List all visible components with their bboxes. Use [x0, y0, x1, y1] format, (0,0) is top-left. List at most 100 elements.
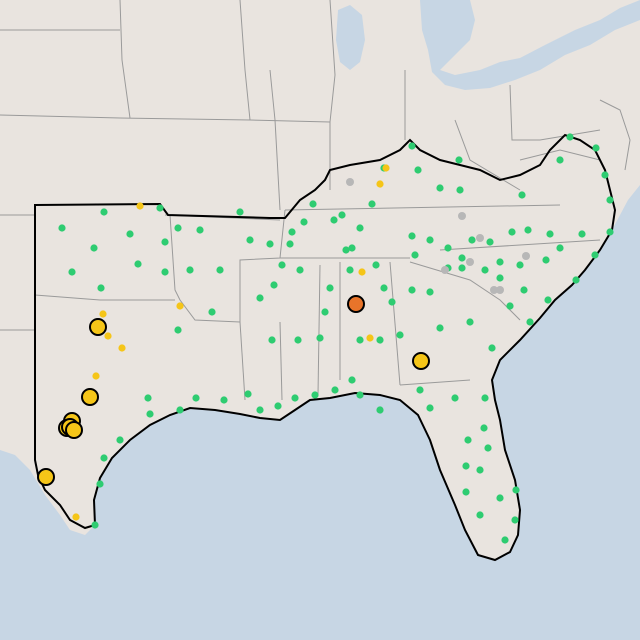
yellow-marker[interactable]: [72, 513, 80, 521]
green-marker[interactable]: [542, 256, 550, 264]
green-marker[interactable]: [90, 244, 98, 252]
green-marker[interactable]: [244, 390, 252, 398]
green-marker[interactable]: [476, 466, 484, 474]
green-marker[interactable]: [348, 244, 356, 252]
green-marker[interactable]: [186, 266, 194, 274]
green-marker[interactable]: [216, 266, 224, 274]
green-marker[interactable]: [236, 208, 244, 216]
green-marker[interactable]: [176, 406, 184, 414]
green-marker[interactable]: [146, 410, 154, 418]
green-marker[interactable]: [462, 488, 470, 496]
green-marker[interactable]: [518, 191, 526, 199]
green-marker[interactable]: [288, 228, 296, 236]
green-marker[interactable]: [508, 228, 516, 236]
yellow-large-marker[interactable]: [412, 352, 430, 370]
yellow-large-marker[interactable]: [81, 388, 99, 406]
green-marker[interactable]: [348, 376, 356, 384]
green-marker[interactable]: [161, 268, 169, 276]
green-marker[interactable]: [268, 336, 276, 344]
yellow-large-marker[interactable]: [89, 318, 107, 336]
gray-marker[interactable]: [490, 286, 498, 294]
yellow-marker[interactable]: [176, 302, 184, 310]
green-marker[interactable]: [286, 240, 294, 248]
green-marker[interactable]: [296, 266, 304, 274]
green-marker[interactable]: [526, 318, 534, 326]
green-marker[interactable]: [100, 454, 108, 462]
yellow-marker[interactable]: [376, 180, 384, 188]
yellow-marker[interactable]: [382, 164, 390, 172]
green-marker[interactable]: [156, 204, 164, 212]
green-marker[interactable]: [372, 261, 380, 269]
green-marker[interactable]: [511, 516, 519, 524]
green-marker[interactable]: [270, 281, 278, 289]
yellow-large-marker[interactable]: [37, 468, 55, 486]
green-marker[interactable]: [192, 394, 200, 402]
green-marker[interactable]: [278, 261, 286, 269]
gray-marker[interactable]: [476, 234, 484, 242]
green-marker[interactable]: [356, 391, 364, 399]
green-marker[interactable]: [544, 296, 552, 304]
green-marker[interactable]: [356, 224, 364, 232]
green-marker[interactable]: [416, 386, 424, 394]
green-marker[interactable]: [512, 486, 520, 494]
green-marker[interactable]: [486, 238, 494, 246]
green-marker[interactable]: [556, 244, 564, 252]
gray-marker[interactable]: [458, 212, 466, 220]
green-marker[interactable]: [426, 404, 434, 412]
green-marker[interactable]: [346, 266, 354, 274]
green-marker[interactable]: [331, 386, 339, 394]
green-marker[interactable]: [100, 208, 108, 216]
green-marker[interactable]: [316, 334, 324, 342]
green-marker[interactable]: [516, 261, 524, 269]
green-marker[interactable]: [566, 133, 574, 141]
yellow-large-marker[interactable]: [65, 421, 83, 439]
green-marker[interactable]: [311, 391, 319, 399]
green-marker[interactable]: [488, 344, 496, 352]
gray-marker[interactable]: [466, 258, 474, 266]
green-marker[interactable]: [606, 228, 614, 236]
green-marker[interactable]: [408, 232, 416, 240]
green-marker[interactable]: [97, 284, 105, 292]
green-marker[interactable]: [476, 511, 484, 519]
green-marker[interactable]: [300, 218, 308, 226]
green-marker[interactable]: [174, 224, 182, 232]
green-marker[interactable]: [208, 308, 216, 316]
yellow-marker[interactable]: [366, 334, 374, 342]
green-marker[interactable]: [464, 436, 472, 444]
green-marker[interactable]: [326, 284, 334, 292]
green-marker[interactable]: [496, 258, 504, 266]
green-marker[interactable]: [426, 236, 434, 244]
green-marker[interactable]: [451, 394, 459, 402]
green-marker[interactable]: [196, 226, 204, 234]
green-marker[interactable]: [368, 200, 376, 208]
green-marker[interactable]: [591, 251, 599, 259]
yellow-marker[interactable]: [358, 268, 366, 276]
green-marker[interactable]: [411, 251, 419, 259]
gray-marker[interactable]: [346, 178, 354, 186]
green-marker[interactable]: [256, 406, 264, 414]
green-marker[interactable]: [91, 521, 99, 529]
green-marker[interactable]: [380, 284, 388, 292]
green-marker[interactable]: [436, 184, 444, 192]
green-marker[interactable]: [556, 156, 564, 164]
green-marker[interactable]: [126, 230, 134, 238]
green-marker[interactable]: [481, 394, 489, 402]
green-marker[interactable]: [388, 298, 396, 306]
green-marker[interactable]: [144, 394, 152, 402]
green-marker[interactable]: [601, 171, 609, 179]
green-marker[interactable]: [356, 336, 364, 344]
green-marker[interactable]: [458, 254, 466, 262]
green-marker[interactable]: [520, 286, 528, 294]
green-marker[interactable]: [414, 166, 422, 174]
green-marker[interactable]: [496, 274, 504, 282]
green-marker[interactable]: [484, 444, 492, 452]
green-marker[interactable]: [578, 230, 586, 238]
green-marker[interactable]: [480, 424, 488, 432]
green-marker[interactable]: [396, 331, 404, 339]
green-marker[interactable]: [376, 406, 384, 414]
green-marker[interactable]: [134, 260, 142, 268]
green-marker[interactable]: [246, 236, 254, 244]
green-marker[interactable]: [456, 186, 464, 194]
